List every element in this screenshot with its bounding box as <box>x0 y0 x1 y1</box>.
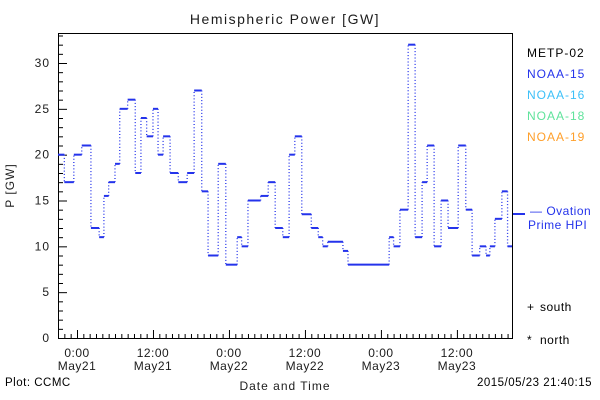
x-tick-time-label: 0:00 <box>368 346 393 360</box>
y-axis-title: P [GW] <box>3 163 17 207</box>
y-tick-label: 5 <box>42 285 50 299</box>
plot-axes-box <box>58 33 513 339</box>
chart-title: Hemispheric Power [GW] <box>189 11 381 27</box>
north-marker-legend: * north <box>527 333 570 347</box>
plot-source-label: Plot: CCMC <box>5 377 71 389</box>
x-tick-time-label: 12:00 <box>137 346 170 360</box>
x-tick-date-label: May22 <box>286 359 325 373</box>
legend-item-noaa18: NOAA-18 <box>527 109 586 123</box>
y-tick-label: 30 <box>35 56 50 70</box>
north-marker-label: north <box>540 333 570 347</box>
ovation-legend-line1: — Ovation <box>530 204 592 218</box>
x-tick-time-label: 0:00 <box>216 346 241 360</box>
x-axis-title: Date and Time <box>239 379 330 393</box>
x-tick-date-label: May21 <box>134 359 173 373</box>
south-marker-label: south <box>540 300 572 314</box>
y-tick-label: 20 <box>35 148 50 162</box>
y-tick-label: 0 <box>42 331 50 345</box>
ovation-legend-line2: Prime HPI <box>528 218 588 232</box>
plot-timestamp: 2015/05/23 21:40:15 <box>476 377 592 389</box>
y-tick-label: 25 <box>35 102 50 116</box>
x-tick-date-label: May23 <box>438 359 477 373</box>
x-tick-time-label: 12:00 <box>289 346 322 360</box>
x-tick-date-label: May21 <box>58 359 97 373</box>
legend-item-noaa16: NOAA-16 <box>527 88 586 102</box>
asterisk-symbol-icon: * <box>527 333 533 347</box>
legend-item-noaa19: NOAA-19 <box>527 130 586 144</box>
y-tick-label: 15 <box>35 194 50 208</box>
south-marker-legend: + south <box>527 300 572 314</box>
x-tick-date-label: May22 <box>210 359 249 373</box>
legend-item-noaa15: NOAA-15 <box>527 67 586 81</box>
plus-symbol-icon: + <box>527 300 535 314</box>
x-tick-time-label: 0:00 <box>64 346 89 360</box>
legend-item-metp02: METP-02 <box>527 46 585 60</box>
x-tick-time-label: 12:00 <box>441 346 474 360</box>
x-tick-date-label: May23 <box>362 359 401 373</box>
y-tick-label: 10 <box>35 239 50 253</box>
